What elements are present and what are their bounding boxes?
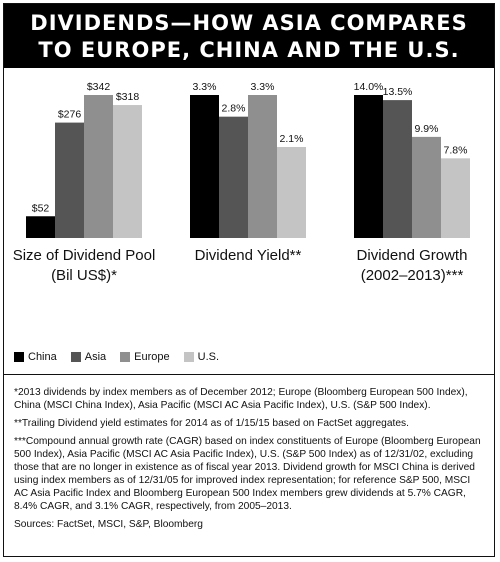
legend-swatch-asia [70, 352, 81, 362]
dividend-growth-label-asia: 13.5% [383, 86, 413, 98]
legend-label-china: China [28, 351, 57, 363]
size-of-dividend-pool-bar-china [26, 216, 55, 238]
dividend-growth-label-us: 7.8% [444, 144, 468, 156]
legend-item-asia: Asia [70, 351, 107, 363]
dividend-growth-bar-china [354, 95, 383, 238]
legend-item-europe: Europe [120, 351, 170, 363]
dividend-growth-label-europe: 9.9% [415, 123, 439, 135]
footnote-2: **Trailing Dividend yield estimates for … [14, 418, 409, 429]
legend-swatch-europe [120, 352, 131, 362]
dividend-yield-label-china: 3.3% [193, 81, 217, 93]
dividend-growth-title: Dividend Growth [357, 247, 468, 264]
title-line-2: TO EUROPE, CHINA AND THE U.S. [38, 38, 460, 62]
legend-swatch-us [183, 352, 194, 362]
size-of-dividend-pool-bar-us [113, 105, 142, 238]
size-of-dividend-pool-bar-asia [55, 122, 84, 238]
dividend-yield-title: Dividend Yield** [195, 247, 302, 264]
size-of-dividend-pool-bar-europe [84, 95, 113, 238]
size-of-dividend-pool-title: Size of Dividend Pool [13, 247, 156, 264]
legend-label-europe: Europe [134, 351, 170, 363]
size-of-dividend-pool-label-us: $318 [116, 91, 140, 103]
chart-frame: DIVIDENDS—HOW ASIA COMPARES TO EUROPE, C… [3, 3, 495, 557]
dividend-yield-label-asia: 2.8% [222, 103, 246, 115]
chart-header: DIVIDENDS—HOW ASIA COMPARES TO EUROPE, C… [4, 4, 494, 68]
dividend-yield-label-us: 2.1% [280, 133, 304, 145]
size-of-dividend-pool-label-china: $52 [32, 202, 50, 214]
legend-swatch-china [14, 352, 24, 362]
dividend-yield-bar-europe [248, 95, 277, 238]
dividend-yield-bar-us [277, 147, 306, 238]
legend-item-china: China [14, 351, 57, 363]
dividend-growth-bar-us [441, 158, 470, 238]
legend-label-us: U.S. [197, 351, 220, 363]
size-of-dividend-pool-label-asia: $276 [58, 109, 82, 121]
dividend-growth-bar-europe [412, 136, 441, 238]
size-of-dividend-pool-subtitle: (Bil US$)* [51, 267, 117, 284]
footnotes: *2013 dividends by index members as of D… [14, 386, 484, 536]
sources: Sources: FactSet, MSCI, S&P, Bloomberg [14, 519, 203, 530]
notes-divider [4, 374, 494, 375]
dividend-growth-subtitle: (2002–2013)*** [361, 267, 464, 284]
dividend-growth-label-china: 14.0% [354, 81, 384, 93]
size-of-dividend-pool-label-europe: $342 [87, 81, 111, 93]
dividend-yield-bar-asia [219, 116, 248, 238]
title-line-1: DIVIDENDS—HOW ASIA COMPARES [30, 11, 468, 35]
legend: China Asia Europe U.S. [14, 351, 219, 363]
dividend-growth-bar-asia [383, 100, 412, 238]
footnote-1: *2013 dividends by index members as of D… [14, 387, 468, 411]
dividend-yield-bar-china [190, 95, 219, 238]
legend-item-us: U.S. [183, 351, 220, 363]
legend-label-asia: Asia [84, 351, 107, 363]
dividend-yield-label-europe: 3.3% [251, 81, 275, 93]
bar-charts: $52 $276 $342 $318 Size of Dividend Pool (Bil… [13, 81, 470, 284]
footnote-3: ***Compound annual growth rate (CAGR) ba… [14, 436, 481, 512]
